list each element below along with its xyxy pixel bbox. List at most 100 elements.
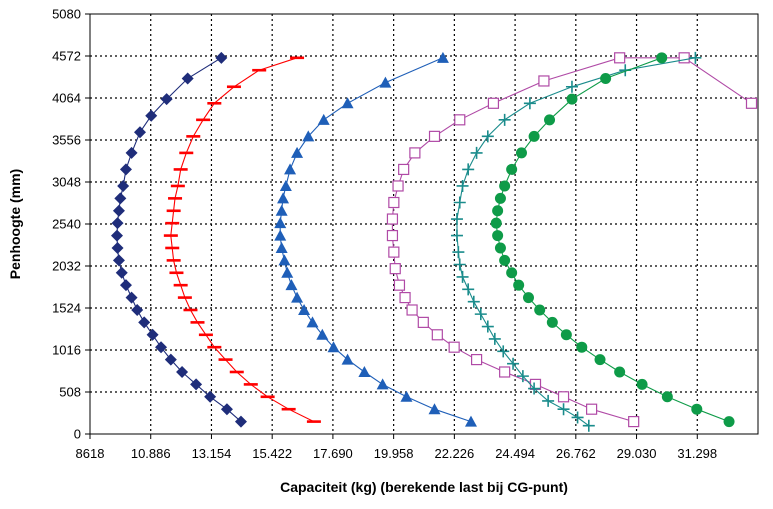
data-point-triangle bbox=[275, 241, 288, 253]
data-point-plus bbox=[453, 258, 466, 271]
data-point-diamond bbox=[114, 192, 127, 205]
data-point-circle bbox=[560, 329, 572, 341]
data-point-triangle bbox=[274, 229, 287, 241]
data-point-triangle bbox=[428, 403, 441, 415]
data-point-circle bbox=[528, 130, 540, 142]
data-point-circle bbox=[506, 267, 518, 279]
data-point-circle bbox=[513, 279, 525, 291]
data-point-triangle bbox=[279, 179, 292, 191]
y-axis-ticks: 0 508 1016 1524 2032 2540 3048 3556 4064 4572 5080 bbox=[52, 7, 90, 442]
x-axis-ticks: 8618 10.886 13.154 15.422 17.690 19.958 22.226… bbox=[76, 434, 717, 461]
data-point-triangle bbox=[327, 341, 340, 353]
data-point-square bbox=[678, 52, 690, 64]
data-point-circle bbox=[499, 254, 511, 266]
data-point-diamond bbox=[204, 390, 217, 403]
data-point-diamond bbox=[190, 378, 203, 391]
x-tick-label: 8618 bbox=[76, 446, 105, 461]
y-tick-label: 3556 bbox=[52, 133, 81, 148]
data-point-plus bbox=[450, 229, 463, 242]
data-point-diamond bbox=[138, 316, 151, 329]
data-point-diamond bbox=[112, 204, 125, 217]
series-1 bbox=[110, 51, 247, 428]
data-point-square bbox=[470, 353, 483, 366]
series-3 bbox=[274, 51, 477, 427]
data-point-plus bbox=[481, 320, 494, 333]
data-point-plus bbox=[565, 80, 578, 93]
data-point-circle bbox=[544, 114, 556, 126]
data-point-square bbox=[538, 75, 550, 87]
data-point-diamond bbox=[119, 279, 132, 292]
data-point-triangle bbox=[291, 291, 304, 303]
data-point-triangle bbox=[277, 192, 290, 204]
data-point-circle bbox=[594, 354, 606, 366]
data-point-plus bbox=[498, 113, 511, 126]
data-point-plus bbox=[582, 419, 595, 432]
data-point-plus bbox=[481, 130, 494, 143]
x-tick-label: 31.298 bbox=[677, 446, 717, 461]
data-point-diamond bbox=[110, 229, 123, 242]
data-point-square bbox=[399, 291, 411, 304]
x-tick-label: 26.762 bbox=[556, 446, 596, 461]
data-point-plus bbox=[462, 283, 475, 296]
y-axis-title: Penhoogte (mm) bbox=[7, 169, 23, 279]
data-point-triangle bbox=[278, 254, 291, 266]
data-point-circle bbox=[499, 180, 511, 192]
x-tick-label: 13.154 bbox=[192, 446, 232, 461]
series-line bbox=[279, 57, 472, 423]
data-point-square bbox=[393, 279, 406, 291]
series-line bbox=[495, 57, 730, 423]
data-point-diamond bbox=[119, 163, 132, 176]
data-point-square bbox=[745, 97, 758, 109]
data-point-plus bbox=[528, 382, 541, 395]
data-point-triangle bbox=[464, 415, 477, 427]
data-point-circle bbox=[506, 163, 518, 175]
data-point-diamond bbox=[164, 353, 177, 366]
data-point-diamond bbox=[117, 179, 130, 192]
y-tick-label: 5080 bbox=[52, 7, 81, 22]
y-tick-label: 2540 bbox=[52, 217, 81, 232]
data-point-triangle bbox=[274, 217, 287, 229]
data-point-triangle bbox=[291, 146, 304, 158]
x-tick-label: 29.030 bbox=[617, 446, 657, 461]
data-point-square bbox=[431, 329, 443, 341]
data-point-square bbox=[388, 246, 400, 258]
data-point-square bbox=[398, 163, 410, 176]
data-point-square bbox=[417, 316, 429, 328]
data-point-square bbox=[409, 147, 421, 159]
data-point-triangle bbox=[400, 390, 413, 402]
data-point-square bbox=[499, 366, 511, 378]
x-tick-label: 15.422 bbox=[252, 446, 292, 461]
data-point-diamond bbox=[125, 146, 138, 159]
data-point-diamond bbox=[111, 217, 124, 230]
data-point-triangle bbox=[317, 113, 330, 125]
data-point-plus bbox=[467, 295, 480, 308]
data-point-square bbox=[448, 341, 460, 353]
data-point-circle bbox=[661, 391, 673, 403]
series-5 bbox=[450, 51, 702, 432]
data-point-triangle bbox=[275, 204, 288, 216]
data-point-square bbox=[614, 52, 626, 64]
data-point-circle bbox=[534, 304, 546, 316]
data-point-circle bbox=[600, 72, 612, 84]
data-point-plus bbox=[557, 403, 570, 416]
data-point-plus bbox=[456, 270, 469, 283]
series-line bbox=[116, 57, 242, 423]
data-point-diamond bbox=[115, 266, 128, 279]
data-point-triangle bbox=[284, 163, 297, 175]
data-point-square bbox=[557, 391, 570, 403]
data-point-diamond bbox=[181, 72, 194, 85]
data-point-circle bbox=[566, 93, 578, 105]
data-point-square bbox=[386, 229, 399, 242]
data-point-square bbox=[406, 304, 418, 316]
data-point-square bbox=[454, 114, 466, 126]
data-point-circle bbox=[614, 366, 626, 378]
data-point-circle bbox=[546, 316, 558, 328]
data-point-triangle bbox=[306, 316, 319, 328]
data-point-triangle bbox=[341, 353, 354, 365]
data-point-triangle bbox=[379, 76, 392, 88]
data-point-diamond bbox=[176, 365, 189, 378]
data-point-diamond bbox=[112, 254, 125, 267]
y-tick-label: 2032 bbox=[52, 259, 81, 274]
data-point-circle bbox=[691, 403, 703, 415]
data-point-square bbox=[389, 263, 401, 275]
